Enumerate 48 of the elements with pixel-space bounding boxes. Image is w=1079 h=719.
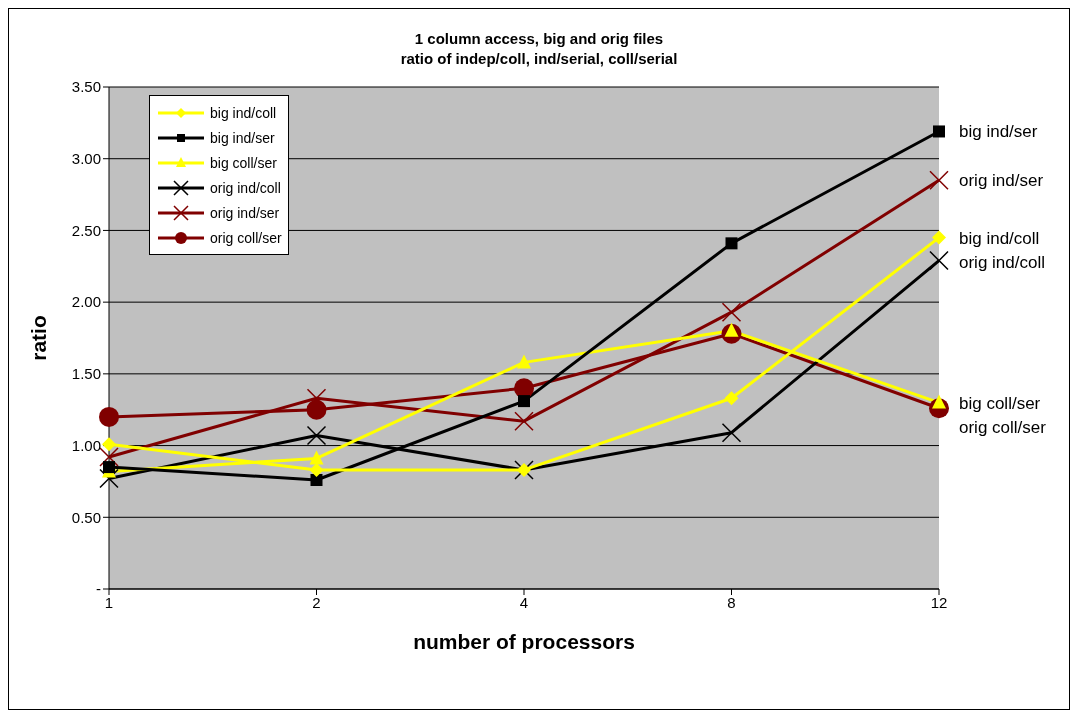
text: orig ind/coll [959,252,1045,272]
y-tick-label: 2.00 [71,293,101,311]
x-tick-label: 8 [727,593,736,611]
point [102,437,116,452]
point [99,447,119,467]
y-tick-label: 3.50 [71,78,101,96]
legend-label: big ind/ser [210,129,275,146]
chart-title: 1 column access, big and orig files ratio of indep/coll, ind/serial, coll/serial [399,29,679,69]
y-tick-label: - [96,580,101,598]
y-tick-label: 0.50 [71,508,101,526]
y-tick-label: 1.50 [71,365,101,383]
legend-label: big ind/coll [210,104,277,121]
point [306,425,327,446]
x-tick-label: 1 [104,593,114,611]
point [309,450,324,465]
legend-label: orig coll/ser [210,229,282,246]
y-tick-label: 1.00 [71,436,101,454]
point [721,422,742,443]
legend-label: orig ind/coll [210,179,281,196]
legend-label: big coll/ser [210,154,277,171]
y-axis-title: ratio [27,315,51,361]
point [99,406,119,427]
point [518,395,530,408]
point [932,230,946,245]
point [724,391,739,406]
point [721,302,742,322]
text: big coll/ser [959,393,1041,413]
y-tick-label: 2.50 [71,221,101,239]
point [309,462,324,477]
point [103,461,115,474]
x-tick-label: 2 [312,593,321,611]
point [517,354,531,369]
text: orig coll/ser [959,417,1046,437]
text: orig ind/ser [959,171,1044,191]
text: big ind/ser [959,122,1038,142]
y-tick-label: 3.00 [71,150,101,168]
point [929,250,949,271]
x-tick-label: 4 [519,593,529,611]
point [725,237,738,250]
text: big ind/coll [959,228,1040,248]
x-tick-label: 12 [930,593,948,611]
legend-label: orig ind/ser [210,204,280,221]
point [99,468,119,489]
point [310,473,323,486]
point [514,411,534,431]
point [929,170,949,190]
x-axis-title: number of processors [413,630,635,653]
point [933,125,945,138]
